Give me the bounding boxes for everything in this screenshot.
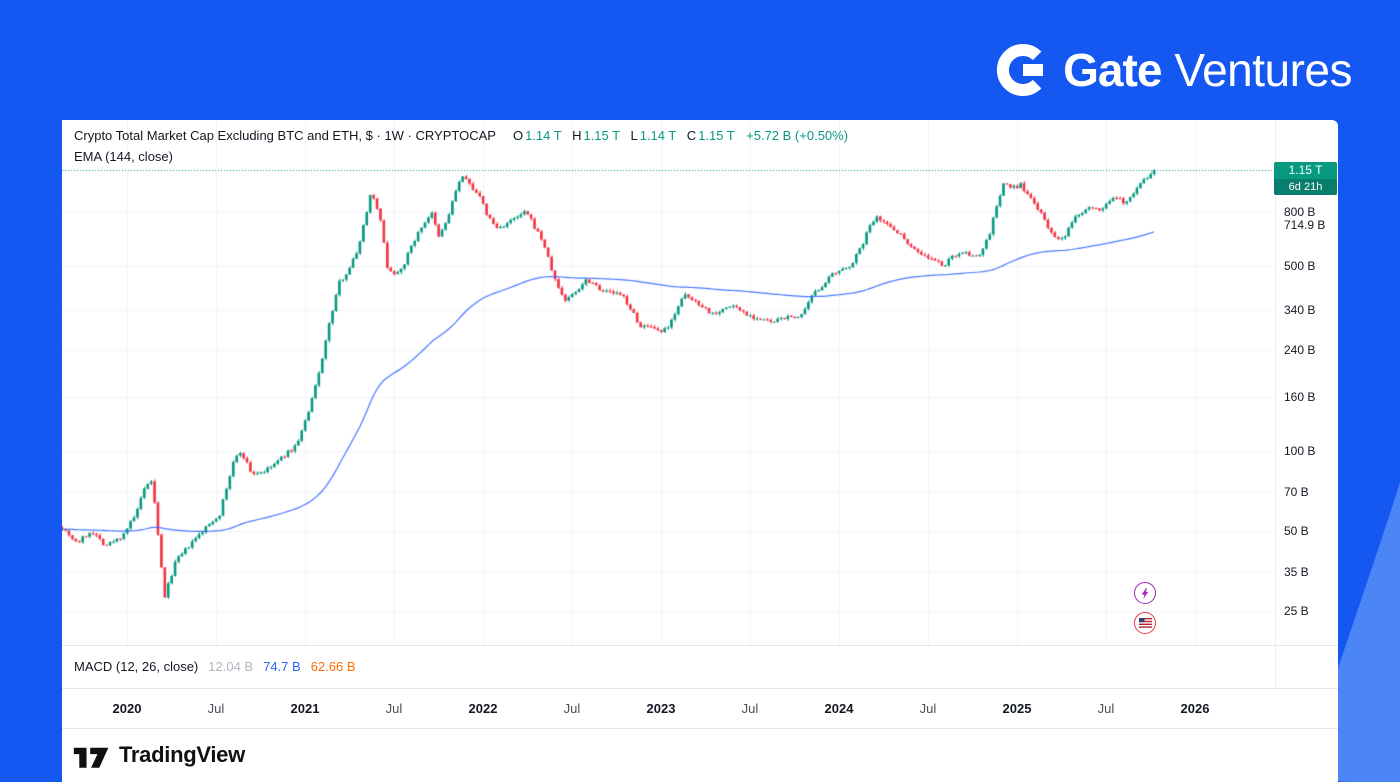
time-tick-label: Jul <box>563 700 581 716</box>
chart-panel: Crypto Total Market Cap Excluding BTC an… <box>62 120 1338 782</box>
candlestick-chart[interactable] <box>62 120 1275 645</box>
price-tick-label: 160 B <box>1284 389 1316 404</box>
time-axis-separator <box>62 688 1338 689</box>
open-value: 1.14 T <box>525 128 562 143</box>
price-tick-label: 100 B <box>1284 444 1316 458</box>
price-tick-label: 714.9 B <box>1284 217 1326 232</box>
time-tick-label: 2022 <box>468 700 498 716</box>
high-label: H <box>572 128 582 143</box>
time-tick-label: 2020 <box>112 700 142 716</box>
ema-legend[interactable]: EMA (144, close) <box>74 149 173 164</box>
lightning-event-marker-icon[interactable] <box>1134 582 1157 605</box>
low-label: L <box>630 128 638 143</box>
current-price-value: 1.15 T <box>1274 161 1337 179</box>
time-tick-label: 2023 <box>646 700 676 716</box>
macd-legend[interactable]: MACD (12, 26, close) 12.04 B 74.7 B 62.6… <box>74 645 366 688</box>
pane-separator[interactable] <box>62 645 1338 646</box>
price-tick-label: 50 B <box>1284 523 1309 538</box>
price-tick-label: 240 B <box>1284 343 1316 358</box>
time-tick-label: 2025 <box>1002 700 1032 716</box>
macd-signal-value: 62.66 B <box>310 659 356 674</box>
ohlc-readout: O 1.14 T H 1.15 T L 1.14 T C 1.15 T +5.72 B … <box>506 128 848 143</box>
symbol-title[interactable]: Crypto Total Market Cap Excluding BTC an… <box>74 128 496 143</box>
price-axis[interactable]: 800 B 714.9 B 500 B 340 B 240 B 160 B 100 B 70 … <box>1275 120 1339 688</box>
us-flag-event-marker-icon[interactable] <box>1134 611 1157 634</box>
time-axis[interactable]: 2020 Jul 2021 Jul 2022 Jul 2023 Jul 2024 Jul 2025 J… <box>62 688 1338 728</box>
gate-logo-icon <box>997 44 1044 96</box>
close-label: C <box>686 128 697 143</box>
chart-legend[interactable]: Crypto Total Market Cap Excluding BTC an… <box>74 128 848 143</box>
gate-logo-text: Gate <box>1063 44 1162 96</box>
tradingview-logo[interactable]: TradingView <box>72 741 245 769</box>
gate-ventures-logo: Gate Ventures <box>995 42 1352 98</box>
price-tick-label: 25 B <box>1284 603 1309 618</box>
macd-line-value: 74.7 B <box>263 659 301 674</box>
open-label: O <box>512 128 524 143</box>
time-tick-label: Jul <box>741 700 759 716</box>
price-tick-label: 35 B <box>1284 564 1309 579</box>
price-tick-label: 340 B <box>1284 303 1316 318</box>
price-tick-label: 70 B <box>1284 485 1309 500</box>
bar-countdown: 6d 21h <box>1274 178 1337 195</box>
price-tick-label: 500 B <box>1284 258 1316 273</box>
time-tick-label: Jul <box>919 700 937 716</box>
time-tick-label: 2021 <box>290 700 320 716</box>
tradingview-logo-text: TradingView <box>119 742 245 767</box>
footer-separator <box>62 728 1338 729</box>
chart-footer: TradingView <box>62 728 1338 782</box>
time-tick-label: Jul <box>207 700 225 716</box>
macd-label[interactable]: MACD (12, 26, close) <box>74 659 199 674</box>
current-price-badge: 1.15 T 6d 21h <box>1274 161 1337 195</box>
price-tick-label: 800 B <box>1284 204 1316 219</box>
time-tick-label: Jul <box>1097 700 1115 716</box>
tradingview-logo-icon <box>73 747 109 768</box>
macd-histogram-value: 12.04 B <box>208 659 254 674</box>
time-tick-label: 2026 <box>1180 700 1210 716</box>
low-value: 1.14 T <box>639 128 677 143</box>
ventures-logo-text: Ventures <box>1174 44 1352 96</box>
time-tick-label: Jul <box>385 700 403 716</box>
time-tick-label: 2024 <box>824 700 854 716</box>
chart-plot-area[interactable] <box>62 120 1275 645</box>
change-value: +5.72 B (+0.50%) <box>746 128 849 143</box>
close-value: 1.15 T <box>698 128 735 143</box>
high-value: 1.15 T <box>583 128 620 143</box>
